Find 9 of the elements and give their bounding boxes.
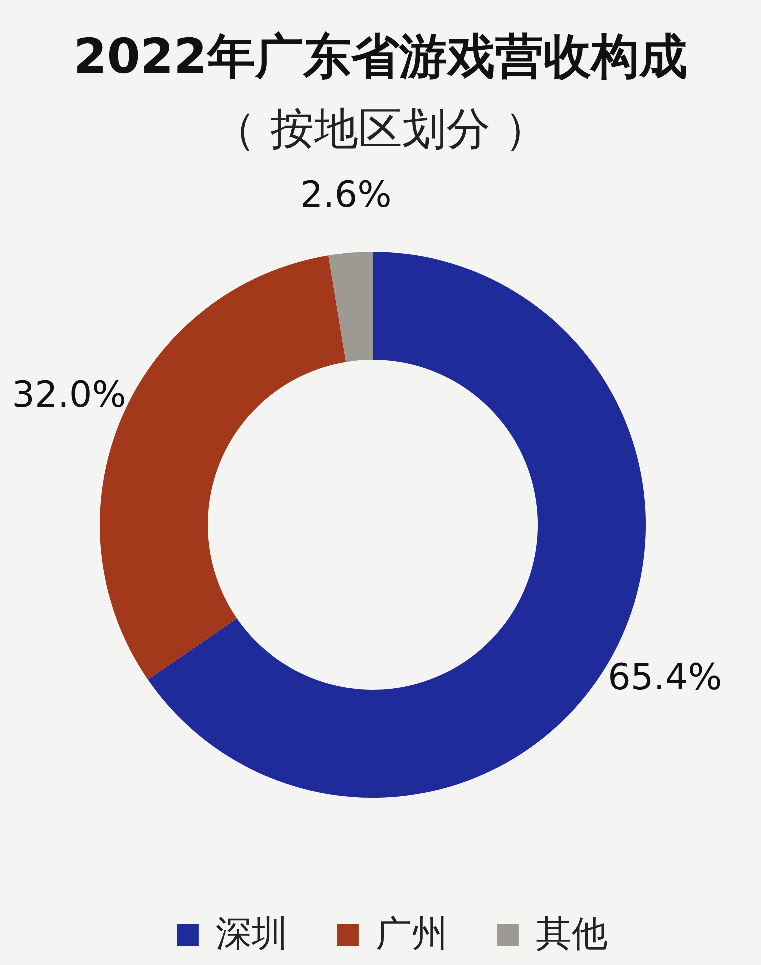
chart-subtitle: （ 按地区划分 ）: [212, 104, 548, 155]
legend-label: 深圳: [216, 914, 288, 955]
data-label: 2.6%: [300, 175, 392, 216]
legend-label: 其他: [536, 914, 608, 955]
data-label: 32.0%: [12, 374, 127, 416]
chart-title: 2022年广东省游戏营收构成: [74, 29, 688, 85]
legend-label: 广州: [376, 914, 448, 955]
donut-slice: [328, 252, 373, 362]
data-label: 65.4%: [608, 658, 722, 698]
